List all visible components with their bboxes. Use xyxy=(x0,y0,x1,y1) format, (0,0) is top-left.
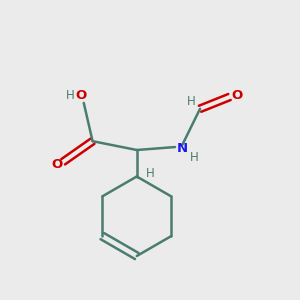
Text: O: O xyxy=(231,89,242,102)
Text: O: O xyxy=(75,89,86,102)
Text: N: N xyxy=(177,142,188,155)
Text: H: H xyxy=(66,89,75,102)
Text: H: H xyxy=(146,167,154,180)
Text: H: H xyxy=(187,95,196,108)
Text: H: H xyxy=(190,151,199,164)
Text: O: O xyxy=(51,158,62,171)
